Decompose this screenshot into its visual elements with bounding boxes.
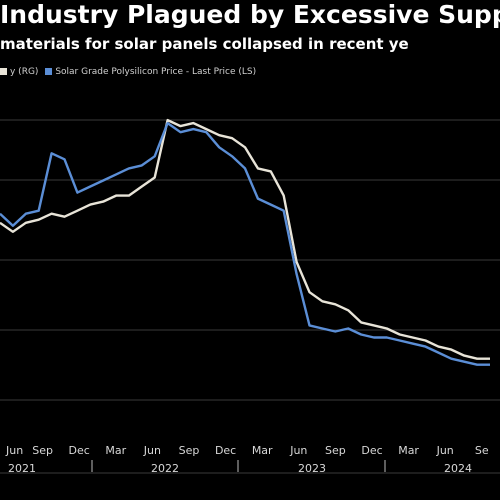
x-year-label: 2022 bbox=[151, 462, 179, 475]
x-tick-label: Jun bbox=[289, 444, 307, 457]
legend-label-series-1: y (RG) bbox=[10, 67, 39, 77]
x-tick-label: Sep bbox=[179, 444, 200, 457]
series-line-2 bbox=[0, 121, 490, 366]
legend: y (RG) Solar Grade Polysilicon Price - L… bbox=[0, 64, 500, 80]
x-tick-label: Mar bbox=[252, 444, 273, 457]
x-tick-label: Sep bbox=[32, 444, 53, 457]
x-tick-label: Mar bbox=[398, 444, 419, 457]
x-tick-label: Mar bbox=[105, 444, 126, 457]
chart-subtitle: materials for solar panels collapsed in … bbox=[0, 35, 409, 53]
x-axis: Jun Sep Dec Mar Jun Sep Dec Mar Jun Sep Dec Mar Jun S… bbox=[5, 444, 489, 475]
x-tick-label: Dec bbox=[69, 444, 90, 457]
legend-entry-series-1: y (RG) bbox=[0, 64, 38, 80]
legend-swatch-series-1 bbox=[0, 68, 7, 75]
x-tick-label: Se bbox=[475, 444, 489, 457]
x-tick-label: Dec bbox=[361, 444, 382, 457]
series-line-1 bbox=[0, 118, 490, 360]
legend-swatch-series-2 bbox=[45, 68, 53, 75]
line-chart: Jun Sep Dec Mar Jun Sep Dec Mar Jun Sep Dec Mar Jun S… bbox=[0, 118, 500, 475]
chart-title: Industry Plagued by Excessive Supp bbox=[0, 0, 500, 29]
gridlines bbox=[0, 119, 500, 474]
series-lines bbox=[0, 118, 490, 366]
x-tick-label: Jun bbox=[5, 444, 23, 457]
x-tick-label: Sep bbox=[325, 444, 346, 457]
x-tick-label: Dec bbox=[215, 444, 236, 457]
x-year-label: 2024 bbox=[444, 462, 472, 475]
legend-entry-series-2: Solar Grade Polysilicon Price - Last Pri… bbox=[45, 64, 256, 80]
x-tick-label: Jun bbox=[436, 444, 454, 457]
x-year-label: 2021 bbox=[8, 462, 36, 475]
legend-label-series-2: Solar Grade Polysilicon Price - Last Pri… bbox=[55, 67, 257, 77]
x-year-label: 2023 bbox=[298, 462, 326, 475]
x-tick-label: Jun bbox=[143, 444, 161, 457]
